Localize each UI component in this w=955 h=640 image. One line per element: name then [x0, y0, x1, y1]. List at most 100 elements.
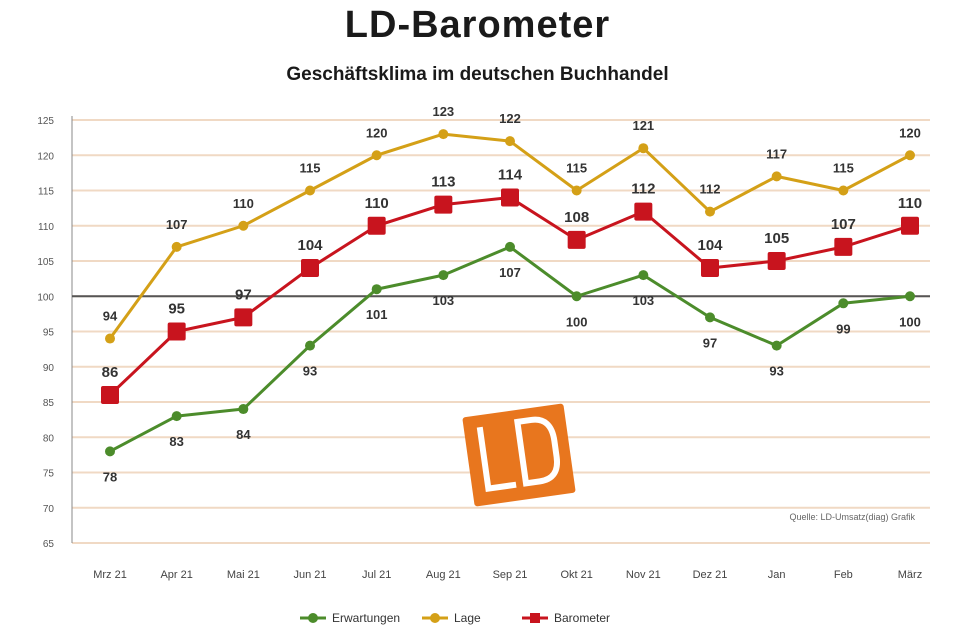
y-tick-label: 65 [43, 539, 55, 550]
data-label-lage: 115 [300, 161, 321, 176]
data-label-erwartungen: 100 [899, 314, 921, 329]
x-tick-label: Jun 21 [293, 569, 326, 581]
data-point-lage [905, 150, 915, 161]
data-label-erwartungen: 99 [836, 321, 850, 336]
x-tick-label: März [898, 569, 922, 581]
data-point-barometer [767, 252, 786, 270]
data-point-erwartungen [105, 446, 115, 457]
data-label-lage: 94 [103, 309, 118, 324]
legend-swatch-marker [430, 613, 440, 623]
y-tick-label: 100 [37, 292, 54, 303]
legend-item-lage: Lage [422, 611, 481, 625]
chart-subtitle: Geschäftsklima im deutschen Buchhandel [286, 64, 669, 85]
y-tick-label: 125 [37, 116, 54, 127]
data-point-erwartungen [638, 270, 649, 281]
legend-item-barometer: Barometer [522, 611, 610, 625]
x-tick-label: Aug 21 [426, 569, 461, 581]
data-point-barometer [301, 259, 319, 278]
data-label-erwartungen: 93 [303, 364, 317, 379]
data-label-lage: 112 [700, 182, 721, 197]
series-barometer: 86 95 97 104 110 113 114 108 112 104 105 107 110 [101, 167, 922, 404]
y-tick-label: 120 [37, 151, 54, 162]
x-tick-label: Jan [768, 569, 786, 581]
data-point-lage [305, 185, 315, 196]
data-point-barometer [634, 202, 653, 221]
data-point-lage [705, 206, 715, 217]
x-tick-label: Mrz 21 [93, 569, 127, 581]
data-label-lage: 120 [366, 125, 388, 140]
data-label-barometer: 107 [831, 216, 856, 233]
series-erwartungen: 78 83 84 93 101 103 107 100 103 97 93 99 100 [103, 241, 921, 484]
data-label-barometer: 110 [898, 195, 922, 212]
data-point-barometer [501, 188, 519, 207]
data-label-lage: 121 [632, 118, 654, 133]
legend-item-erwartungen: Erwartungen [300, 611, 400, 625]
axes: 65 70 75 80 85 90 95 100 105 110 115 120 125 Mrz 21 Ap… [37, 116, 930, 581]
data-label-lage: 117 [766, 146, 787, 161]
y-tick-label: 80 [43, 433, 55, 444]
y-tick-label: 115 [38, 187, 54, 198]
data-point-lage [371, 150, 382, 161]
data-point-erwartungen [571, 291, 582, 302]
data-label-barometer: 97 [235, 286, 252, 303]
x-tick-label: Sep 21 [493, 569, 528, 581]
data-label-barometer: 110 [365, 195, 389, 212]
series: 78 83 84 93 101 103 107 100 103 97 93 99 100 94 107 110… [101, 104, 922, 484]
data-label-barometer: 86 [102, 364, 119, 381]
data-label-erwartungen: 100 [566, 314, 588, 329]
data-label-lage: 115 [833, 161, 854, 176]
ld-logo [462, 403, 576, 507]
legend-label: Lage [454, 611, 481, 625]
x-tick-label: Feb [834, 569, 853, 581]
x-tick-label: Jul 21 [362, 569, 391, 581]
data-point-barometer [701, 259, 719, 278]
y-tick-label: 85 [43, 398, 55, 409]
data-label-erwartungen: 78 [103, 469, 117, 484]
data-point-erwartungen [838, 298, 849, 309]
x-tick-label: Okt 21 [560, 569, 592, 581]
data-label-barometer: 104 [697, 237, 723, 254]
legend-label: Erwartungen [332, 611, 400, 625]
data-point-erwartungen [371, 284, 382, 295]
data-point-barometer [167, 322, 186, 341]
chart-title: LD-Barometer [344, 4, 611, 46]
data-label-erwartungen: 103 [632, 293, 654, 308]
data-label-lage: 115 [566, 161, 587, 176]
data-point-lage [171, 241, 182, 252]
data-label-barometer: 113 [431, 174, 455, 191]
series-lage: 94 107 110 115 120 123 122 115 121 112 117 115 120 [103, 104, 921, 344]
data-label-barometer: 108 [564, 209, 589, 226]
legend-swatch-marker [530, 613, 540, 623]
data-point-barometer [901, 216, 919, 235]
data-label-barometer: 95 [168, 301, 185, 318]
data-label-erwartungen: 93 [769, 364, 783, 379]
data-label-lage: 110 [233, 196, 254, 211]
data-point-lage [571, 185, 582, 196]
legend-label: Barometer [554, 611, 610, 625]
data-point-barometer [567, 230, 586, 249]
x-tick-label: Nov 21 [626, 569, 661, 581]
y-tick-label: 70 [43, 504, 55, 515]
data-point-erwartungen [705, 312, 715, 323]
data-point-lage [638, 143, 649, 154]
x-tick-label: Apr 21 [160, 569, 192, 581]
x-tick-label: Mai 21 [227, 569, 260, 581]
data-point-erwartungen [438, 270, 449, 281]
data-label-lage: 122 [499, 111, 521, 126]
data-label-erwartungen: 83 [169, 434, 183, 449]
data-point-lage [505, 136, 515, 147]
data-label-erwartungen: 97 [703, 335, 717, 350]
source-note: Quelle: LD-Umsatz(diag) Grafik [789, 512, 915, 522]
data-label-erwartungen: 107 [499, 265, 521, 280]
data-point-lage [238, 220, 249, 231]
y-tick-label: 105 [37, 257, 54, 268]
data-label-erwartungen: 103 [432, 293, 454, 308]
data-label-barometer: 104 [297, 237, 323, 254]
data-point-barometer [834, 237, 853, 256]
data-label-barometer: 112 [631, 181, 655, 198]
data-point-erwartungen [238, 404, 249, 415]
series-line-lage [108, 132, 911, 340]
data-point-erwartungen [305, 340, 315, 351]
data-label-erwartungen: 84 [236, 427, 251, 442]
